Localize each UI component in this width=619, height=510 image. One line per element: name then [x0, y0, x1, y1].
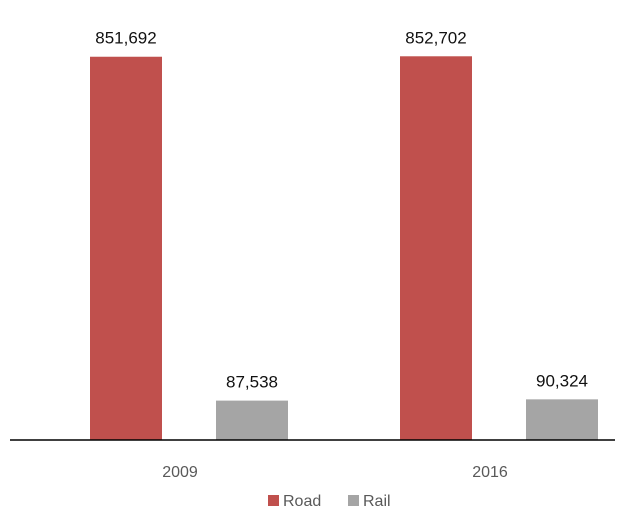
legend-label-rail: Rail — [363, 493, 391, 510]
legend-label-road: Road — [283, 493, 321, 510]
x-tick-label-2016: 2016 — [472, 464, 508, 481]
bar-rail-2016 — [526, 399, 598, 440]
bar-road-2016 — [400, 56, 472, 441]
x-tick-labels-layer: 2009 2016 — [162, 464, 508, 481]
data-label-road-2016: 852,702 — [405, 28, 466, 47]
bars-layer — [90, 56, 598, 441]
data-labels-layer: 851,692 87,538 852,702 90,324 — [95, 28, 588, 391]
legend-swatch-road — [268, 495, 279, 506]
bar-road-2009 — [90, 56, 162, 441]
data-label-road-2009: 851,692 — [95, 29, 156, 48]
data-label-rail-2016: 90,324 — [536, 371, 588, 390]
legend: Road Rail — [268, 493, 391, 510]
x-tick-label-2009: 2009 — [162, 464, 198, 481]
legend-swatch-rail — [348, 495, 359, 506]
data-label-rail-2009: 87,538 — [226, 373, 278, 392]
bar-rail-2009 — [216, 400, 288, 440]
